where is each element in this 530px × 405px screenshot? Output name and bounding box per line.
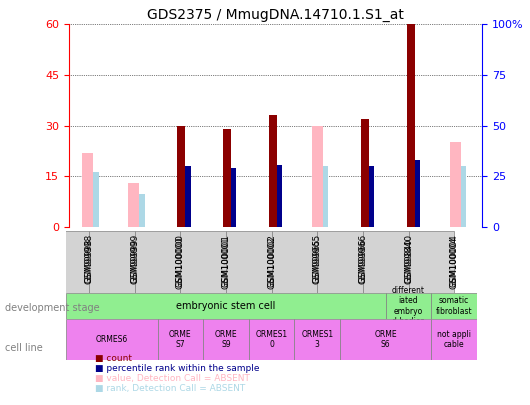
- Text: ■ count: ■ count: [95, 354, 132, 363]
- Bar: [323, 166, 329, 227]
- FancyBboxPatch shape: [157, 319, 203, 360]
- Text: GSM100004: GSM100004: [449, 237, 458, 287]
- Text: ORMES6: ORMES6: [96, 335, 128, 344]
- Text: different
iated
embryo
d bodies: different iated embryo d bodies: [392, 286, 425, 326]
- Bar: [139, 194, 145, 227]
- FancyBboxPatch shape: [135, 230, 180, 293]
- Bar: [361, 119, 369, 227]
- FancyBboxPatch shape: [340, 319, 431, 360]
- Text: ORME
S7: ORME S7: [169, 330, 192, 350]
- Bar: [82, 153, 93, 227]
- Text: development stage: development stage: [5, 303, 100, 313]
- FancyBboxPatch shape: [249, 319, 295, 360]
- FancyBboxPatch shape: [295, 319, 340, 360]
- Text: embryonic stem cell: embryonic stem cell: [176, 301, 276, 311]
- Text: GSM100000: GSM100000: [176, 234, 185, 289]
- Bar: [93, 172, 99, 227]
- Bar: [269, 115, 277, 227]
- Bar: [414, 160, 420, 227]
- Bar: [461, 166, 466, 227]
- FancyBboxPatch shape: [271, 230, 317, 293]
- Bar: [449, 143, 461, 227]
- Text: GSM99965: GSM99965: [313, 234, 322, 283]
- FancyBboxPatch shape: [89, 230, 135, 293]
- Bar: [223, 129, 231, 227]
- FancyBboxPatch shape: [431, 319, 477, 360]
- Text: GSM99998: GSM99998: [85, 239, 94, 284]
- Text: GSM100001: GSM100001: [222, 234, 231, 289]
- Text: ■ value, Detection Call = ABSENT: ■ value, Detection Call = ABSENT: [95, 374, 250, 383]
- FancyBboxPatch shape: [363, 230, 409, 293]
- Bar: [277, 165, 282, 227]
- FancyBboxPatch shape: [226, 230, 271, 293]
- Bar: [177, 126, 185, 227]
- FancyBboxPatch shape: [203, 319, 249, 360]
- Text: GSM99998: GSM99998: [85, 234, 94, 283]
- Text: GSM100004: GSM100004: [449, 234, 458, 288]
- Text: ORME
S6: ORME S6: [374, 330, 397, 350]
- Text: GSM99966: GSM99966: [358, 234, 367, 283]
- Text: GSM100000: GSM100000: [176, 237, 185, 287]
- FancyBboxPatch shape: [66, 319, 157, 360]
- Text: somatic
fibroblast: somatic fibroblast: [436, 296, 472, 315]
- Text: not appli
cable: not appli cable: [437, 330, 471, 350]
- FancyBboxPatch shape: [180, 230, 226, 293]
- FancyBboxPatch shape: [317, 230, 363, 293]
- Text: ORMES1
0: ORMES1 0: [255, 330, 288, 350]
- Text: GSM100002: GSM100002: [267, 234, 276, 288]
- Bar: [369, 166, 374, 227]
- Bar: [312, 126, 323, 227]
- Bar: [185, 166, 191, 227]
- FancyBboxPatch shape: [431, 293, 477, 319]
- Text: GSM99965: GSM99965: [313, 239, 322, 284]
- Bar: [231, 168, 236, 227]
- FancyBboxPatch shape: [409, 230, 454, 293]
- Text: GSM99966: GSM99966: [358, 239, 367, 284]
- Bar: [128, 183, 139, 227]
- Text: ORME
S9: ORME S9: [215, 330, 237, 350]
- FancyBboxPatch shape: [43, 230, 89, 293]
- Text: GSM99840: GSM99840: [404, 239, 413, 284]
- Bar: [407, 24, 415, 227]
- Text: cell line: cell line: [5, 343, 43, 353]
- Text: GSM99999: GSM99999: [130, 234, 139, 283]
- Text: GSM99840: GSM99840: [404, 234, 413, 283]
- Text: GSM99999: GSM99999: [130, 239, 139, 284]
- Text: ORMES1
3: ORMES1 3: [301, 330, 333, 350]
- Text: GSM100001: GSM100001: [222, 237, 231, 287]
- Text: ■ percentile rank within the sample: ■ percentile rank within the sample: [95, 364, 260, 373]
- FancyBboxPatch shape: [386, 293, 431, 319]
- Title: GDS2375 / MmugDNA.14710.1.S1_at: GDS2375 / MmugDNA.14710.1.S1_at: [147, 8, 404, 22]
- Text: GSM100002: GSM100002: [267, 237, 276, 287]
- Text: ■ rank, Detection Call = ABSENT: ■ rank, Detection Call = ABSENT: [95, 384, 245, 393]
- FancyBboxPatch shape: [66, 293, 386, 319]
